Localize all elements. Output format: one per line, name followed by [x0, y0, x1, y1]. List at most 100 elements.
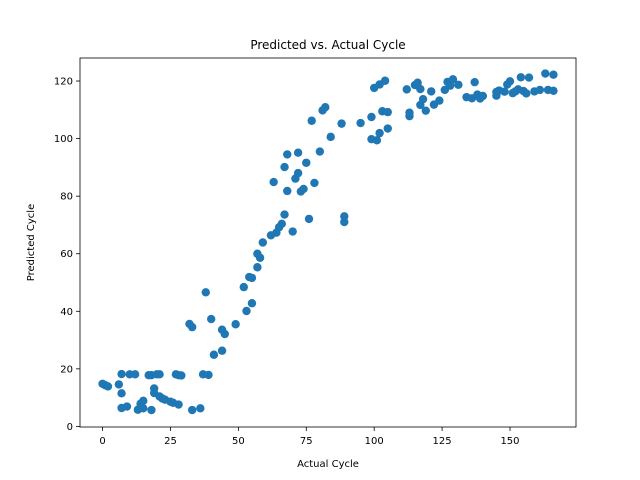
data-point	[299, 184, 308, 194]
data-point	[380, 76, 390, 85]
data-point	[372, 136, 382, 145]
data-point	[516, 73, 526, 82]
data-point	[209, 350, 219, 359]
data-point	[139, 404, 148, 413]
x-tick-label: 50	[232, 436, 245, 447]
x-tick-label: 0	[99, 436, 105, 447]
points-layer	[98, 69, 558, 415]
data-point	[207, 314, 216, 324]
data-point	[117, 369, 126, 379]
data-point	[147, 405, 156, 415]
data-point	[283, 150, 292, 159]
data-point	[114, 380, 124, 389]
x-tick-label: 150	[500, 436, 519, 447]
data-point	[315, 147, 325, 156]
data-point	[139, 396, 148, 406]
data-point	[255, 253, 265, 262]
data-point	[239, 282, 248, 292]
data-point	[269, 177, 278, 187]
data-point	[177, 371, 186, 380]
data-point	[247, 299, 257, 308]
data-point	[307, 116, 316, 125]
data-point	[448, 75, 458, 84]
data-point	[383, 107, 392, 117]
data-point	[302, 158, 311, 167]
data-point	[280, 210, 289, 219]
x-axis-title: Actual Cycle	[297, 459, 359, 470]
data-point	[253, 263, 262, 272]
data-point	[293, 148, 303, 157]
chart-title: Predicted vs. Actual Cycle	[250, 38, 405, 52]
data-point	[220, 329, 229, 339]
data-point	[103, 382, 113, 391]
data-point	[505, 77, 515, 86]
data-point	[304, 214, 314, 224]
data-point	[383, 124, 392, 133]
data-point	[535, 85, 545, 95]
data-point	[402, 85, 411, 94]
data-point	[187, 322, 197, 332]
data-point	[340, 212, 349, 221]
data-point	[454, 80, 463, 89]
x-tick-label: 125	[433, 436, 452, 447]
y-tick-label: 0	[67, 422, 73, 433]
data-point	[500, 87, 509, 96]
data-point	[367, 112, 376, 122]
data-point	[201, 288, 210, 297]
data-point	[337, 119, 346, 128]
data-point	[310, 178, 319, 188]
data-point	[549, 86, 558, 96]
data-point	[446, 81, 455, 90]
data-point	[174, 400, 183, 409]
data-point	[413, 78, 422, 87]
data-point	[277, 219, 287, 228]
y-tick-label: 20	[60, 364, 73, 375]
data-point	[421, 106, 430, 115]
data-point	[470, 77, 479, 87]
plot-frame	[79, 57, 577, 428]
data-point	[117, 389, 126, 398]
data-point	[375, 128, 384, 138]
y-tick-label: 60	[60, 249, 73, 260]
data-point	[258, 238, 268, 247]
y-tick-label: 100	[54, 134, 73, 145]
data-point	[283, 186, 292, 196]
data-point	[130, 370, 140, 379]
y-tick-label: 120	[54, 77, 73, 88]
data-point	[549, 70, 558, 79]
x-tick-label: 75	[300, 436, 313, 447]
data-point	[416, 84, 425, 94]
y-tick-label: 40	[60, 307, 73, 318]
x-tick-label: 25	[164, 436, 177, 447]
data-point	[418, 94, 428, 104]
data-point	[524, 73, 534, 82]
data-point	[405, 108, 414, 117]
data-point	[541, 69, 550, 78]
y-axis-ticks: 0 20 40 60 80 100 120	[54, 77, 80, 433]
data-point	[522, 89, 531, 98]
y-axis-title: Predicted Cycle	[26, 204, 37, 281]
data-point	[356, 118, 365, 128]
x-axis-ticks: 0 25 50 75 100 125 150	[99, 427, 520, 447]
data-point	[280, 162, 289, 172]
data-point	[204, 370, 213, 380]
data-point	[478, 91, 488, 101]
data-point	[155, 370, 164, 379]
data-point	[427, 87, 436, 96]
data-point	[247, 273, 257, 283]
data-point	[321, 103, 330, 112]
data-point	[217, 346, 227, 355]
data-point	[326, 132, 335, 142]
data-point	[187, 405, 197, 415]
data-point	[231, 320, 240, 329]
data-point	[435, 96, 444, 105]
x-tick-label: 100	[365, 436, 384, 447]
data-point	[293, 168, 303, 178]
data-point	[288, 227, 297, 236]
data-point	[242, 306, 251, 316]
data-point	[122, 402, 132, 411]
data-point	[340, 217, 349, 227]
y-tick-label: 80	[60, 192, 73, 203]
